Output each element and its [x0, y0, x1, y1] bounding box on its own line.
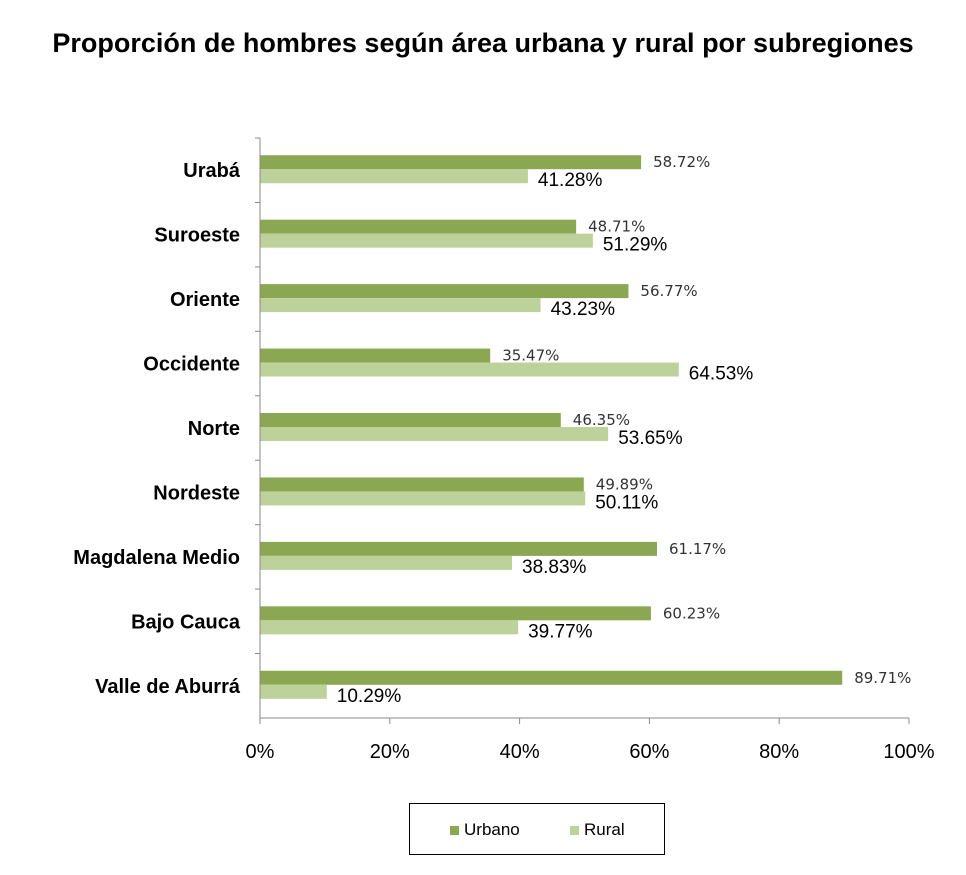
bar-rural-valle-de-aburr- — [260, 684, 327, 699]
category-label-oriente: Oriente — [170, 289, 240, 311]
data-label-urbano-valle-de-aburr-: 89.71% — [854, 669, 911, 687]
bar-urbano-occidente — [260, 348, 491, 363]
legend-swatch-urbano — [450, 825, 459, 835]
x-tick-label: 40% — [500, 741, 540, 763]
legend-swatch-rural — [570, 825, 579, 835]
bar-urbano-suroeste — [260, 219, 577, 234]
data-label-urbano-norte: 46.35% — [573, 411, 630, 429]
bar-urbano-bajo-cauca — [260, 606, 651, 621]
data-label-rural-suroeste: 51.29% — [603, 235, 668, 256]
axis-layer: 0% 20% 40% 60% 80% 100% — [246, 137, 935, 763]
data-label-rural-norte: 53.65% — [618, 428, 683, 449]
bar-urbano-valle-de-aburr- — [260, 670, 843, 685]
legend-item-urbano: Urbano — [450, 820, 520, 840]
bar-rural-magdalena-medio — [260, 555, 513, 570]
category-label-nordeste: Nordeste — [153, 482, 240, 504]
x-tick-label: 0% — [246, 741, 275, 763]
bar-urbano-urab- — [260, 155, 642, 170]
category-label-suroeste: Suroeste — [154, 225, 240, 247]
category-label-magdalena-medio: Magdalena Medio — [73, 547, 240, 569]
bar-rural-norte — [260, 427, 609, 441]
labels-layer: Urabá 58.72% 41.28% Suroeste 48.71%51.29% Ori… — [73, 153, 911, 707]
bars-layer — [260, 155, 843, 699]
data-label-rural-valle-de-aburr-: 10.29% — [337, 686, 402, 707]
x-tick-label: 100% — [883, 741, 934, 763]
data-label-rural-magdalena-medio: 38.83% — [522, 557, 587, 578]
data-label-urbano-oriente: 56.77% — [640, 282, 697, 300]
data-label-urbano-suroeste: 48.71% — [588, 218, 645, 236]
category-label-urab-: Urabá — [183, 160, 241, 182]
legend: Urbano Rural — [409, 803, 665, 855]
bar-urbano-magdalena-medio — [260, 541, 657, 556]
data-label-rural-oriente: 43.23% — [551, 299, 616, 320]
data-label-rural-urab-: 41.28% — [538, 170, 603, 191]
category-label-valle-de-aburr-: Valle de Aburrá — [95, 676, 241, 698]
bar-rural-occidente — [260, 362, 679, 377]
bar-rural-oriente — [260, 298, 541, 313]
x-tick-label: 80% — [759, 741, 799, 763]
x-tick-label: 60% — [629, 741, 669, 763]
category-label-bajo-cauca: Bajo Cauca — [131, 611, 241, 633]
bar-urbano-nordeste — [260, 477, 584, 492]
bar-rural-suroeste — [260, 233, 593, 248]
data-label-rural-occidente: 64.53% — [689, 364, 754, 385]
x-tick-label: 20% — [370, 741, 410, 763]
category-label-occidente: Occidente — [143, 354, 240, 376]
chart-title: Proporción de hombres según área urbana … — [52, 28, 914, 58]
legend-label-rural: Rural — [584, 820, 625, 839]
data-label-rural-nordeste: 50.11% — [595, 492, 658, 513]
bar-rural-nordeste — [260, 491, 586, 506]
data-label-urbano-urab-: 58.72% — [653, 153, 710, 171]
data-label-urbano-occidente: 35.47% — [502, 347, 559, 365]
legend-label-urbano: Urbano — [464, 820, 520, 839]
data-label-urbano-magdalena-medio: 61.17% — [669, 540, 726, 558]
bar-urbano-oriente — [260, 284, 629, 299]
bar-rural-urab- — [260, 169, 528, 184]
bar-rural-bajo-cauca — [260, 620, 519, 635]
category-label-norte: Norte — [188, 418, 240, 440]
legend-item-rural: Rural — [570, 820, 625, 840]
data-label-rural-bajo-cauca: 39.77% — [528, 621, 593, 642]
data-label-urbano-nordeste: 49.89% — [596, 475, 653, 493]
data-label-urbano-bajo-cauca: 60.23% — [663, 604, 720, 622]
bar-urbano-norte — [260, 413, 561, 427]
